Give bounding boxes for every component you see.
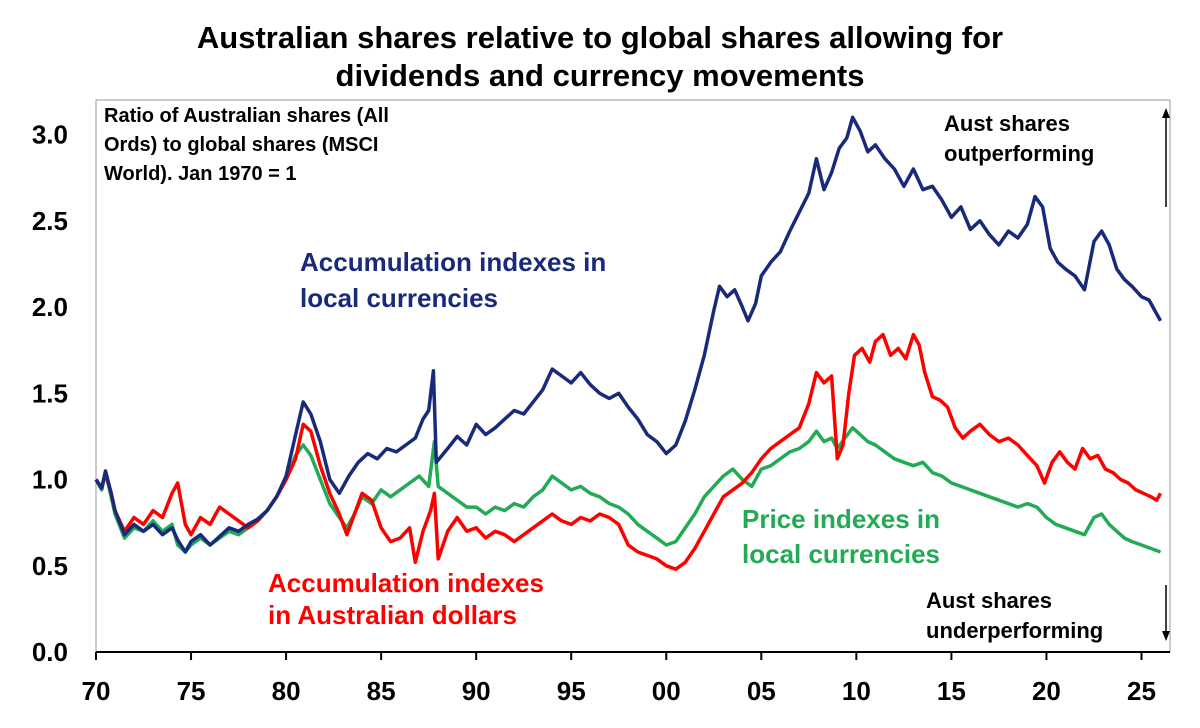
- annotation-outperforming: Aust shares outperforming: [944, 108, 1170, 207]
- series-label-local-accumulation: Accumulation indexes in local currencies: [300, 247, 606, 313]
- series-label-line-2: local currencies: [300, 283, 498, 313]
- series-label-line-1: Accumulation indexes: [268, 568, 544, 598]
- x-tick-label: 70: [82, 676, 111, 706]
- arrow-up-head-icon: [1162, 108, 1170, 118]
- chart-title-line-1: Australian shares relative to global sha…: [196, 20, 1004, 55]
- x-tick-label: 75: [177, 676, 206, 706]
- series-label-line-1: Price indexes in: [742, 504, 940, 534]
- x-tick-label: 05: [747, 676, 776, 706]
- y-tick-label: 2.0: [32, 292, 68, 322]
- y-tick-label: 3.0: [32, 120, 68, 150]
- x-tick-label: 85: [367, 676, 396, 706]
- x-tick-label: 90: [462, 676, 491, 706]
- chart-subtitle: Ratio of Australian shares (All Ords) to…: [104, 105, 389, 185]
- series-label-price: Price indexes in local currencies: [742, 504, 940, 569]
- series-line: [94, 115, 1163, 554]
- subtitle-line-3: World). Jan 1970 = 1: [104, 163, 297, 185]
- x-tick-label: 25: [1127, 676, 1156, 706]
- annotation-outperforming-line-1: Aust shares: [944, 111, 1070, 136]
- series-label-line-2: in Australian dollars: [268, 600, 517, 630]
- chart-title-line-2: dividends and currency movements: [335, 58, 865, 93]
- x-tick-label: 00: [652, 676, 681, 706]
- x-tick-label: 95: [557, 676, 586, 706]
- x-axis-ticks: 70 75 80 85 90 95 00 05 10 15 20 25: [82, 652, 1156, 706]
- series-label-line-1: Accumulation indexes in: [300, 247, 606, 277]
- annotation-underperforming-line-1: Aust shares: [926, 588, 1052, 613]
- series-label-line-2: local currencies: [742, 539, 940, 569]
- y-tick-label: 0.0: [32, 637, 68, 667]
- x-tick-label: 80: [272, 676, 301, 706]
- arrow-down-head-icon: [1162, 631, 1170, 641]
- series-line: [94, 332, 1163, 571]
- y-tick-label: 0.5: [32, 551, 68, 581]
- subtitle-line-1: Ratio of Australian shares (All: [104, 105, 389, 127]
- x-tick-label: 10: [842, 676, 871, 706]
- series-lines: [94, 115, 1163, 571]
- x-tick-label: 15: [937, 676, 966, 706]
- annotation-outperforming-line-2: outperforming: [944, 141, 1094, 166]
- x-tick-label: 20: [1032, 676, 1061, 706]
- annotation-underperforming: Aust shares underperforming: [926, 585, 1170, 643]
- y-tick-label: 1.0: [32, 465, 68, 495]
- subtitle-line-2: Ords) to global shares (MSCI: [104, 134, 378, 156]
- annotation-underperforming-line-2: underperforming: [926, 618, 1103, 643]
- series-label-aud-accumulation: Accumulation indexes in Australian dolla…: [268, 568, 544, 630]
- y-axis-ticks: 0.0 0.5 1.0 1.5 2.0 2.5 3.0: [32, 120, 68, 668]
- y-tick-label: 2.5: [32, 206, 68, 236]
- series-line: [94, 426, 1162, 554]
- y-tick-label: 1.5: [32, 378, 68, 408]
